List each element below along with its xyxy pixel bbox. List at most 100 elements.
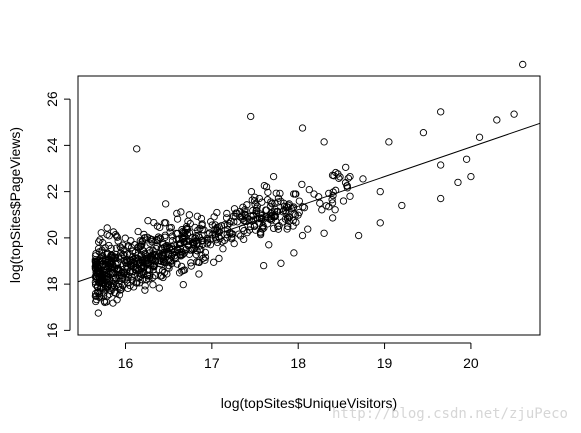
data-point <box>475 133 484 141</box>
data-point <box>138 237 146 245</box>
data-point <box>274 225 282 233</box>
data-point <box>95 279 104 287</box>
y-tick-label: 16 <box>44 322 60 338</box>
data-point <box>519 60 527 69</box>
data-point <box>157 254 165 262</box>
data-point <box>253 206 261 215</box>
data-point <box>493 116 501 124</box>
data-point <box>172 255 180 263</box>
data-point <box>223 209 231 218</box>
data-point <box>223 225 232 233</box>
data-point <box>437 108 445 116</box>
data-point <box>257 229 265 237</box>
data-point <box>279 208 287 216</box>
data-point <box>201 256 209 264</box>
data-point <box>376 219 384 227</box>
data-point <box>318 206 326 214</box>
data-point <box>95 269 103 277</box>
data-point <box>266 215 274 223</box>
data-point <box>131 248 140 257</box>
data-point <box>141 286 149 294</box>
data-point <box>208 221 216 229</box>
data-point <box>193 212 202 220</box>
data-point <box>283 225 291 233</box>
data-point <box>299 203 307 211</box>
data-point <box>197 214 206 223</box>
data-point <box>295 208 303 217</box>
data-point <box>121 234 129 242</box>
data-point <box>147 252 155 260</box>
data-point <box>276 189 284 198</box>
data-point <box>462 155 471 163</box>
data-point <box>138 276 147 284</box>
data-point <box>98 248 106 256</box>
data-point <box>210 258 218 266</box>
data-point <box>290 249 298 257</box>
data-point <box>114 264 122 272</box>
data-point <box>346 172 354 181</box>
data-point <box>113 296 121 304</box>
data-point <box>175 269 184 277</box>
data-point <box>149 281 157 289</box>
data-point <box>328 199 337 207</box>
data-point <box>139 256 147 264</box>
data-point <box>268 199 276 208</box>
data-point <box>204 230 212 238</box>
data-point <box>117 244 125 252</box>
data-point <box>157 257 166 266</box>
data-point <box>179 227 187 236</box>
data-point <box>106 263 114 271</box>
data-point <box>160 219 169 227</box>
x-tick-label: 16 <box>118 355 134 371</box>
data-point <box>153 222 162 230</box>
data-point <box>102 262 110 271</box>
y-axis-title: log(topSites$PageViews) <box>7 127 23 283</box>
data-point <box>269 172 278 181</box>
data-point <box>184 217 192 225</box>
data-point <box>328 196 336 204</box>
data-point <box>96 236 104 244</box>
data-point <box>112 232 121 240</box>
data-points <box>91 60 527 317</box>
data-point <box>247 188 256 196</box>
data-point <box>176 244 184 253</box>
data-point <box>230 205 239 213</box>
data-point <box>177 239 185 247</box>
data-point <box>437 161 445 169</box>
x-axis-title: log(topSites$UniqueVisitors) <box>221 395 397 411</box>
data-point <box>97 271 105 280</box>
data-point <box>285 213 294 221</box>
data-point <box>102 272 110 281</box>
data-point <box>219 245 227 253</box>
data-point <box>287 205 296 213</box>
data-point <box>196 224 204 232</box>
data-point <box>161 258 169 267</box>
data-point <box>304 225 312 233</box>
data-point <box>101 298 109 307</box>
data-point <box>177 208 185 216</box>
watermark: http://blog.csdn.net/zjuPeco <box>332 406 568 422</box>
data-point <box>260 261 268 270</box>
data-point <box>153 235 161 244</box>
data-point <box>93 258 101 267</box>
data-point <box>320 229 328 237</box>
data-point <box>343 182 351 190</box>
data-point <box>167 252 176 260</box>
data-point <box>173 260 181 268</box>
data-point <box>243 201 251 209</box>
data-point <box>178 250 187 259</box>
data-point <box>173 209 181 218</box>
data-point <box>331 186 340 194</box>
data-point <box>213 226 222 235</box>
data-point <box>195 242 203 250</box>
data-point <box>103 224 111 232</box>
data-point <box>148 253 157 261</box>
data-point <box>398 201 406 210</box>
data-point <box>329 214 337 222</box>
data-point <box>252 209 261 218</box>
data-point <box>167 223 175 232</box>
data-point <box>124 284 132 293</box>
x-axis: 16 17 18 19 20 <box>118 342 479 371</box>
data-point <box>153 242 161 251</box>
